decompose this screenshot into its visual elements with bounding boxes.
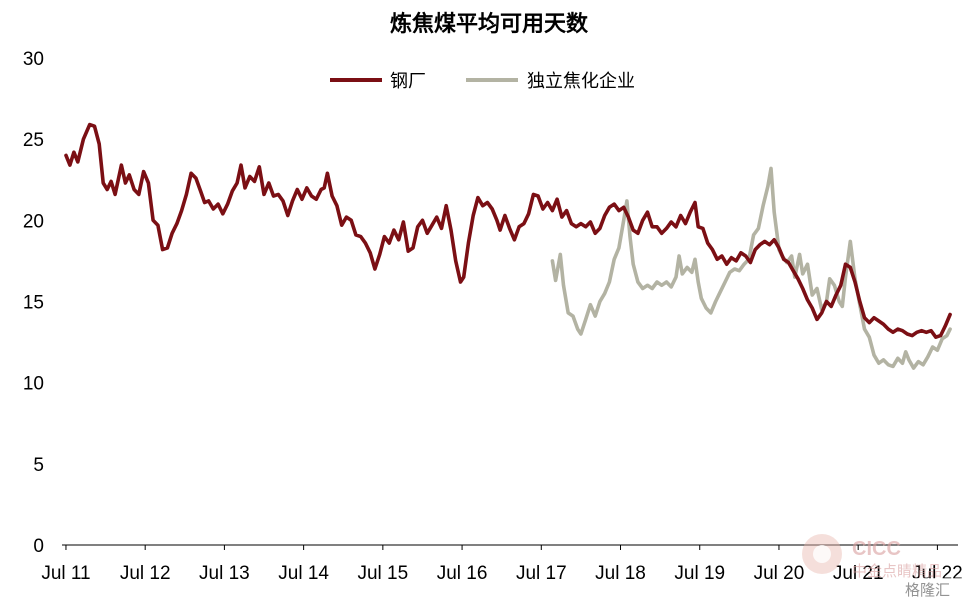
y-tick-label: 15 bbox=[23, 293, 44, 314]
x-tick-label: Jul 18 bbox=[595, 563, 646, 584]
watermark-text: CICC bbox=[852, 538, 901, 560]
watermark-logo-inner-icon bbox=[813, 545, 831, 563]
y-tick-label: 0 bbox=[33, 536, 44, 557]
y-tick-label: 5 bbox=[33, 455, 44, 476]
source-badge bbox=[897, 578, 969, 600]
y-tick-label: 25 bbox=[23, 130, 44, 151]
y-tick-label: 10 bbox=[23, 374, 44, 395]
legend: 钢厂 独立焦化企业 bbox=[330, 71, 635, 92]
watermark: CICC 中金点睛精品 格隆汇 bbox=[802, 534, 969, 600]
y-tick-label: 20 bbox=[23, 211, 44, 232]
x-tick-label: Jul 13 bbox=[199, 563, 250, 584]
x-tick-label: Jul 19 bbox=[674, 563, 725, 584]
x-tick-label: Jul 15 bbox=[357, 563, 408, 584]
source-text: 格隆汇 bbox=[905, 581, 950, 599]
x-tick-label: Jul 12 bbox=[120, 563, 171, 584]
chart-title: 炼焦煤平均可用天数 bbox=[390, 11, 589, 37]
legend-label-1: 独立焦化企业 bbox=[527, 71, 635, 92]
y-tick-label: 30 bbox=[23, 49, 44, 70]
x-tick-label: Jul 20 bbox=[754, 563, 805, 584]
series-line-0 bbox=[64, 122, 952, 339]
x-tick-label: Jul 11 bbox=[41, 563, 90, 584]
x-tick-label: Jul 17 bbox=[516, 563, 567, 584]
watermark-subtext: 中金点睛精品 bbox=[852, 562, 942, 580]
axes: 0 5 10 15 20 25 30 Jul 11 Jul 12 Jul 13 Jul 14 Jul … bbox=[23, 49, 963, 584]
series-layer bbox=[64, 122, 952, 370]
x-tick-label: Jul 21 bbox=[833, 563, 884, 584]
x-tick-label: Jul 14 bbox=[278, 563, 329, 584]
legend-label-0: 钢厂 bbox=[390, 71, 426, 92]
series-line-1 bbox=[550, 166, 952, 370]
x-tick-label: Jul 16 bbox=[437, 563, 488, 584]
